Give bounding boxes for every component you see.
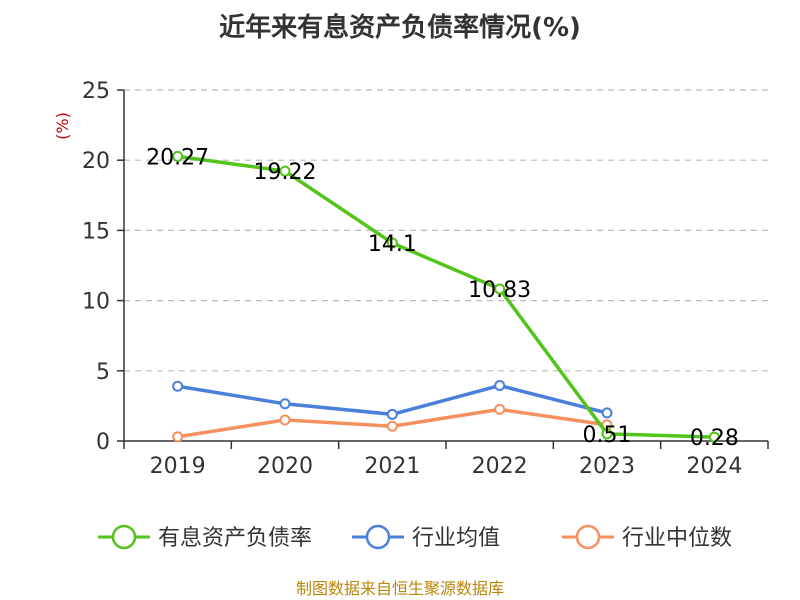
legend-marker-2 bbox=[575, 524, 601, 550]
legend: 有息资产负债率 行业均值 行业中位数 bbox=[98, 524, 732, 551]
y-axis-unit: (%) bbox=[53, 112, 72, 140]
series-lines bbox=[172, 150, 720, 443]
y-tick-label-25: 25 bbox=[82, 79, 110, 104]
legend-label-2: 行业中位数 bbox=[622, 526, 732, 551]
x-tick-label-2023: 2023 bbox=[579, 454, 635, 479]
series-2-point-2019 bbox=[172, 431, 184, 443]
data-label-2024: 0.28 bbox=[690, 426, 739, 451]
x-axis: 2019 2020 2021 2022 2023 2024 bbox=[123, 440, 769, 479]
series-0-point-2023 bbox=[601, 428, 613, 440]
series-2-point-2021 bbox=[386, 420, 398, 432]
legend-marker-0 bbox=[111, 524, 137, 550]
data-label-2019: 20.27 bbox=[146, 145, 209, 170]
legend-marker-1 bbox=[365, 524, 391, 550]
series-0-point-2019 bbox=[172, 150, 184, 162]
data-labels: 20.27 19.22 14.1 10.83 0.51 0.28 bbox=[146, 145, 739, 451]
x-tick-label-2024: 2024 bbox=[686, 454, 742, 479]
series-line-0 bbox=[177, 154, 715, 439]
series-0-point-2024 bbox=[708, 431, 720, 443]
y-tick-label-10: 10 bbox=[82, 290, 110, 315]
series-1-point-2019 bbox=[172, 380, 184, 392]
data-label-2020: 19.22 bbox=[254, 160, 317, 185]
chart-title: 近年来有息资产负债率情况(%) bbox=[219, 12, 581, 43]
source-note: 制图数据来自恒生聚源数据库 bbox=[296, 579, 504, 598]
y-axis: 0 5 10 15 20 25 bbox=[82, 79, 125, 455]
data-label-2022: 10.83 bbox=[468, 278, 531, 303]
series-1-point-2022 bbox=[494, 380, 506, 392]
series-0-point-2022 bbox=[494, 283, 506, 295]
series-1-point-2023 bbox=[601, 407, 613, 419]
y-tick-label-5: 5 bbox=[96, 360, 110, 385]
y-tick-label-15: 15 bbox=[82, 219, 110, 244]
y-tick-label-20: 20 bbox=[82, 149, 110, 174]
series-1-point-2021 bbox=[386, 408, 398, 420]
series-0-point-2021 bbox=[386, 237, 398, 249]
x-tick-label-2019: 2019 bbox=[150, 454, 206, 479]
data-label-2023: 0.51 bbox=[583, 423, 632, 448]
y-tick-label-0: 0 bbox=[96, 430, 110, 455]
series-2-point-2022 bbox=[494, 403, 506, 415]
data-label-2021: 14.1 bbox=[368, 232, 417, 257]
series-2-point-2020 bbox=[279, 414, 291, 426]
x-tick-label-2022: 2022 bbox=[472, 454, 528, 479]
x-tick-label-2021: 2021 bbox=[364, 454, 420, 479]
legend-label-1: 行业均值 bbox=[412, 526, 500, 551]
legend-label-0: 有息资产负债率 bbox=[158, 526, 312, 551]
grid-lines bbox=[124, 89, 768, 372]
series-1-point-2020 bbox=[279, 398, 291, 410]
series-0-point-2020 bbox=[279, 165, 291, 177]
x-tick-label-2020: 2020 bbox=[257, 454, 313, 479]
